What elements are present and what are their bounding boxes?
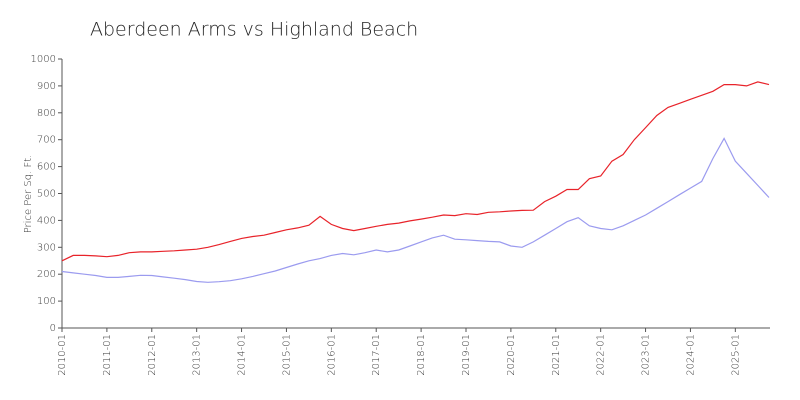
series-line (61, 137, 770, 283)
x-tick-label: 2019-01 (461, 334, 472, 376)
x-tick-label: 2014-01 (237, 334, 248, 376)
x-tick-label: 2012-01 (147, 334, 158, 376)
chart-title: Aberdeen Arms vs Highland Beach (90, 19, 418, 41)
y-axis-label: Price Per Sq. Ft. (23, 155, 34, 234)
x-tick-label: 2024-01 (685, 334, 696, 376)
x-tick-label: 2016-01 (326, 334, 337, 376)
y-tick-label: 400 (37, 215, 56, 226)
x-tick-label: 2011-01 (102, 334, 113, 376)
y-tick-label: 1000 (31, 54, 56, 65)
x-tick-label: 2013-01 (192, 334, 203, 376)
x-tick-label: 2021-01 (551, 334, 562, 376)
series-line (61, 81, 770, 262)
x-tick-label: 2020-01 (506, 334, 517, 376)
x-tick-label: 2018-01 (416, 334, 427, 376)
y-tick-label: 100 (37, 296, 56, 307)
x-tick-label: 2015-01 (281, 334, 292, 376)
y-tick-label: 500 (37, 189, 56, 200)
y-tick-label: 700 (37, 135, 56, 146)
y-tick-label: 800 (37, 108, 56, 119)
x-tick-label: 2017-01 (371, 334, 382, 376)
x-tick-label: 2010-01 (57, 334, 68, 376)
x-tick-label: 2023-01 (641, 334, 652, 376)
x-tick-label: 2025-01 (730, 334, 741, 376)
y-tick-label: 600 (37, 162, 56, 173)
y-tick-label: 200 (37, 269, 56, 280)
y-tick-label: 900 (37, 81, 56, 92)
x-tick-label: 2022-01 (596, 334, 607, 376)
y-tick-label: 300 (37, 242, 56, 253)
y-tick-label: 0 (50, 323, 56, 334)
